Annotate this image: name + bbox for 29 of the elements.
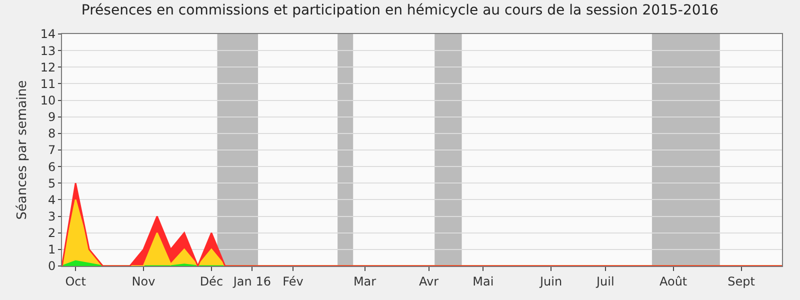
y-tick-label: 1: [48, 242, 56, 257]
x-tick-label: Déc: [200, 274, 224, 288]
y-tick-label: 2: [48, 226, 56, 240]
x-tick-label: Juil: [595, 274, 614, 288]
x-tick-label: Août: [659, 274, 688, 288]
y-tick-label: 13: [40, 44, 56, 58]
y-tick-label: 10: [40, 93, 56, 108]
x-tick-label: Mar: [353, 274, 376, 288]
y-tick-label: 8: [48, 126, 56, 141]
y-tick-label: 14: [40, 27, 56, 42]
x-tick-label: Nov: [132, 274, 156, 288]
y-tick-label: 11: [40, 76, 56, 91]
y-tick-label: 6: [48, 160, 56, 174]
x-tick-label: Avr: [419, 274, 439, 288]
x-tick-label: Juin: [539, 274, 562, 288]
y-axis-title: Séances par semaine: [15, 80, 30, 220]
y-tick-label: 7: [48, 143, 56, 158]
x-tick-label: Sept: [728, 274, 756, 288]
y-tick-label: 0: [48, 259, 56, 274]
y-tick-label: 12: [40, 60, 56, 74]
x-tick-label: Jan 16: [232, 274, 271, 288]
chart-title: Présences en commissions et participation en hémicycle au cours de la session 2015-2016: [81, 2, 719, 18]
y-tick-label: 9: [48, 110, 56, 124]
y-tick-label: 3: [48, 209, 56, 224]
x-tick-label: Mai: [472, 274, 494, 288]
x-tick-label: Fév: [282, 274, 304, 288]
y-tick-label: 4: [48, 192, 56, 207]
x-tick-label: Oct: [65, 274, 86, 288]
y-tick-label: 5: [48, 176, 56, 190]
